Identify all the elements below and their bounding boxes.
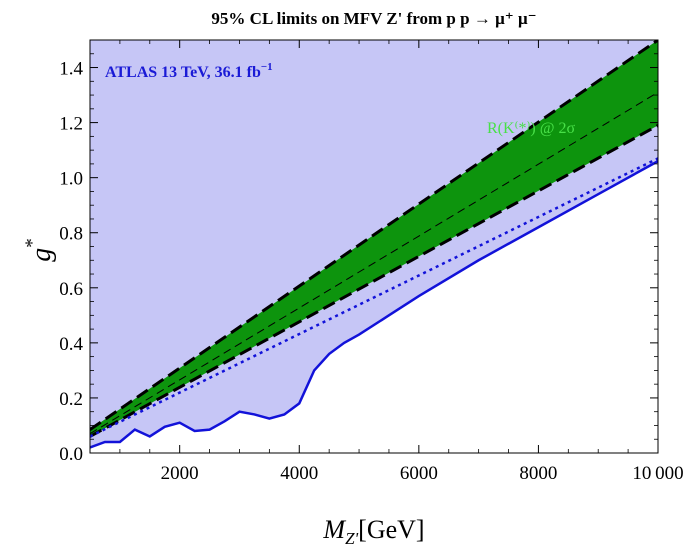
x-tick-label: 4000 — [280, 463, 318, 484]
x-tick-label: 8000 — [519, 463, 557, 484]
y-tick-label: 1.4 — [59, 59, 83, 80]
x-tick-label: 10 000 — [632, 463, 683, 484]
rk-band-upper-edge — [90, 40, 658, 431]
y-axis-label-sup: * — [22, 238, 43, 248]
x-axis-label-main: M — [322, 515, 346, 544]
y-tick-label: 0.8 — [59, 224, 83, 245]
expected-limit-line — [90, 157, 658, 438]
x-axis-label-unit: [GeV] — [358, 515, 424, 544]
atlas-annotation: ATLAS 13 TeV, 36.1 fb−1 — [105, 61, 273, 81]
y-tick-label: 0.2 — [59, 389, 83, 410]
y-axis-label: g* — [22, 238, 57, 262]
y-tick-label: 0.4 — [59, 334, 83, 355]
observed-limit-line — [90, 160, 658, 449]
rk-band-central-line — [90, 91, 658, 435]
x-axis-label-sub: Z' — [345, 529, 358, 548]
x-tick-label: 6000 — [400, 463, 438, 484]
atlas-annotation-sup: −1 — [261, 61, 273, 73]
x-tick-label: 2000 — [161, 463, 199, 484]
x-axis-label: MZ'[GeV] — [322, 515, 424, 548]
y-axis-label-main: g — [26, 248, 57, 262]
y-tick-label: 1.2 — [59, 114, 83, 135]
atlas-annotation-text: ATLAS 13 TeV, 36.1 fb — [105, 64, 261, 81]
y-tick-label: 1.0 — [59, 169, 83, 190]
chart-title: 95% CL limits on MFV Z' from p p → μ⁺ μ⁻ — [211, 9, 536, 28]
y-tick-label: 0.0 — [59, 444, 83, 465]
rk-annotation: R(K⁽*⁾) @ 2σ — [487, 120, 575, 137]
y-tick-label: 0.6 — [59, 279, 83, 300]
axis-ticks: 2000 4000 6000 8000 10 000 0.0 0.2 0.4 0.6 0.8 1.0… — [59, 40, 684, 484]
rk-band-lower-edge — [90, 124, 658, 438]
